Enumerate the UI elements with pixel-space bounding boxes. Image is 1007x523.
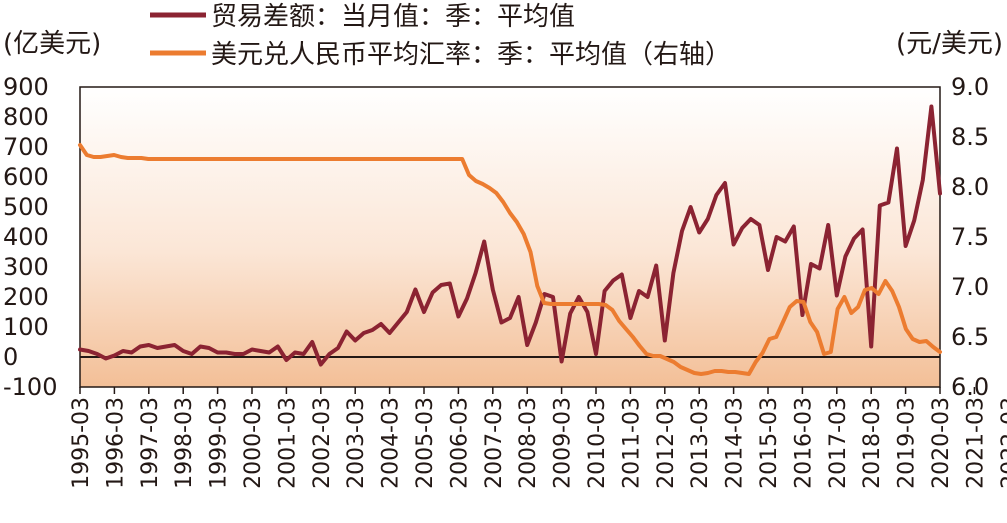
x-tick-label: 2021-03 (963, 397, 988, 489)
x-tick-label: 2011-03 (619, 397, 644, 489)
left-y-tick-label: 800 (3, 103, 49, 131)
x-tick-label: 1998-03 (172, 397, 197, 489)
left-y-tick-label: 700 (3, 133, 49, 161)
x-tick-label: 2008-03 (516, 397, 541, 489)
exchange-rate-line (78, 143, 942, 376)
x-tick-label: 2003-03 (344, 397, 369, 489)
right-y-tick-label: 9.0 (951, 73, 989, 101)
x-tick-label: 2018-03 (860, 397, 885, 489)
x-tick-label: 1999-03 (207, 397, 232, 489)
right-y-tick-label: 6.0 (951, 373, 989, 401)
x-tick-label: 2009-03 (551, 397, 576, 489)
x-tick-label: 2016-03 (791, 397, 816, 489)
x-tick-label: 1995-03 (69, 397, 94, 489)
right-axis-ticks: 9.0 8.5 8.0 7.5 7.0 6.5 6.0 (951, 73, 989, 401)
x-tick-label: 2006-03 (447, 397, 472, 489)
right-axis-unit-label: (元/美元) (896, 29, 1003, 59)
left-y-tick-label: 900 (3, 73, 49, 101)
x-tick-label: 2017-03 (826, 397, 851, 489)
plot-area (79, 86, 941, 388)
trade-balance-line (78, 104, 942, 367)
right-y-tick-label: 7.0 (951, 273, 989, 301)
x-axis-ticks: 1995-03 1996-03 1997-03 1998-03 1999-03 2000-… (69, 387, 1007, 489)
x-tick-label: 2010-03 (585, 397, 610, 489)
x-tick-label: 2012-03 (654, 397, 679, 489)
x-tick-label: 2019-03 (895, 397, 920, 489)
x-tick-label: 2015-03 (757, 397, 782, 489)
right-y-tick-label: 8.5 (951, 123, 989, 151)
x-tick-label: 2004-03 (379, 397, 404, 489)
x-tick-label: 2007-03 (482, 397, 507, 489)
x-tick-label: 2001-03 (275, 397, 300, 489)
left-y-tick-label: 100 (3, 313, 49, 341)
x-tick-label: 2020-03 (929, 397, 954, 489)
left-y-tick-label: 600 (3, 163, 49, 191)
series-lines (78, 104, 942, 376)
right-y-tick-label: 8.0 (951, 173, 989, 201)
left-y-tick-label: -100 (3, 373, 57, 401)
x-tick-label: 2013-03 (688, 397, 713, 489)
x-tick-label: 1996-03 (103, 397, 128, 489)
x-tick-label: 1997-03 (138, 397, 163, 489)
right-y-tick-label: 6.5 (951, 323, 989, 351)
left-y-tick-label: 0 (3, 343, 18, 371)
right-y-tick-label: 7.5 (951, 223, 989, 251)
x-tick-label: 2022-03 (998, 397, 1007, 489)
x-tick-label: 2014-03 (723, 397, 748, 489)
legend-label-exchange-rate: 美元兑人民币平均汇率：季：平均值（右轴） (211, 40, 731, 70)
x-tick-label: 2005-03 (413, 397, 438, 489)
x-tick-label: 2002-03 (310, 397, 335, 489)
left-y-tick-label: 200 (3, 283, 49, 311)
left-axis-unit-label: (亿美元) (3, 29, 101, 59)
legend: 贸易差额：当月值：季：平均值 美元兑人民币平均汇率：季：平均值（右轴） (150, 2, 731, 70)
legend-label-trade-balance: 贸易差额：当月值：季：平均值 (211, 2, 575, 32)
left-y-tick-label: 400 (3, 223, 49, 251)
left-y-tick-label: 500 (3, 193, 49, 221)
left-y-tick-label: 300 (3, 253, 49, 281)
x-tick-label: 2000-03 (241, 397, 266, 489)
